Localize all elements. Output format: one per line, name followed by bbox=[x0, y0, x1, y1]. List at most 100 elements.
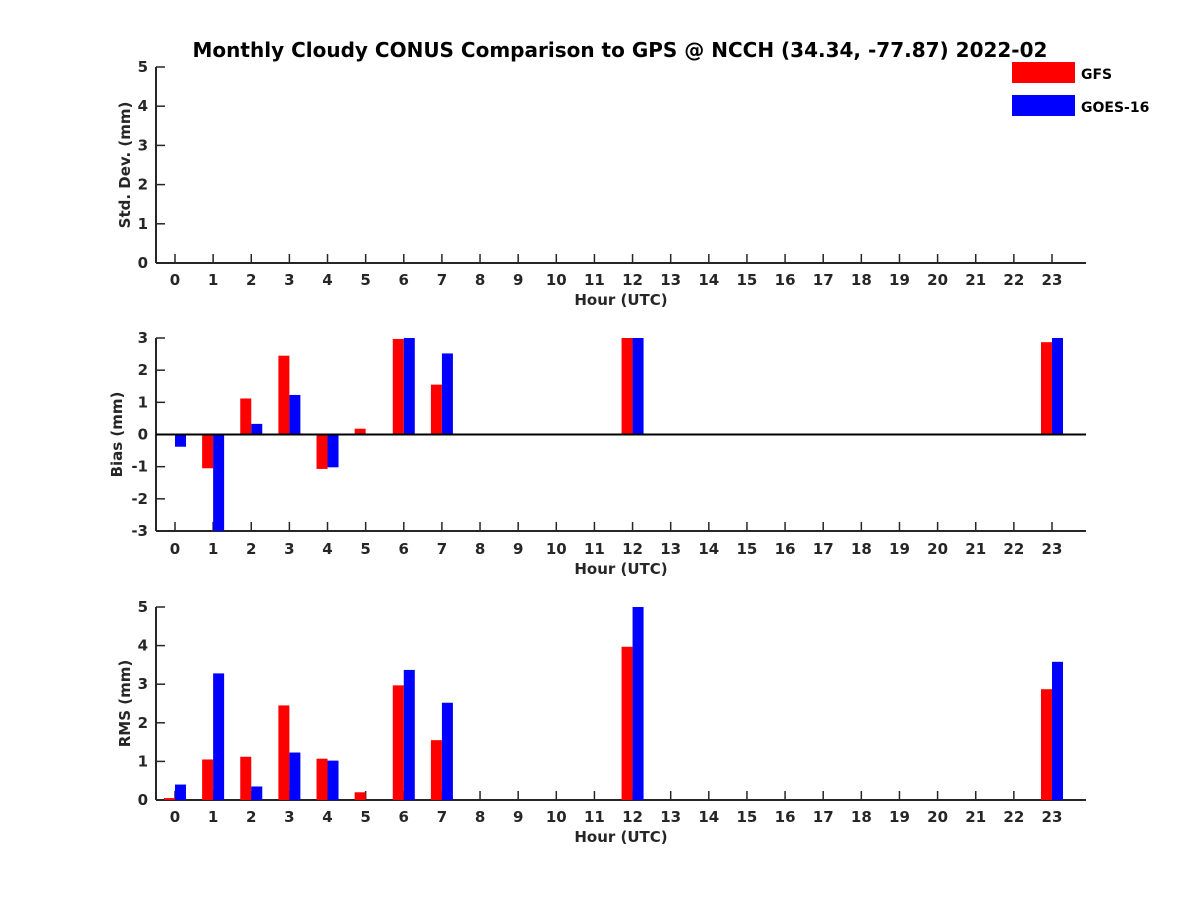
x-tick-label: 6 bbox=[399, 540, 409, 558]
bar-gfs-hour-5 bbox=[354, 792, 366, 800]
bar-goes16-hour-23 bbox=[1051, 661, 1063, 800]
x-tick-label: 15 bbox=[737, 540, 758, 558]
bar-gfs-hour-7 bbox=[430, 384, 442, 435]
x-tick-label: 22 bbox=[1003, 808, 1024, 826]
x-tick-label: 4 bbox=[322, 540, 332, 558]
x-tick-label: 15 bbox=[737, 271, 758, 289]
legend-swatch-goes16 bbox=[1012, 95, 1075, 116]
x-tick-label: 19 bbox=[889, 808, 910, 826]
x-tick-label: 16 bbox=[775, 271, 796, 289]
y-tick-label: 1 bbox=[138, 752, 148, 770]
x-tick-label: 23 bbox=[1042, 271, 1063, 289]
x-tick-label: 9 bbox=[513, 808, 523, 826]
bar-goes16-hour-0 bbox=[175, 784, 186, 800]
x-tick-label: 1 bbox=[208, 271, 218, 289]
bar-goes16-hour-4 bbox=[327, 434, 339, 468]
bar-goes16-hour-6 bbox=[403, 669, 415, 800]
bar-goes16-hour-12 bbox=[632, 607, 644, 800]
y-tick-label: 4 bbox=[138, 637, 148, 655]
bar-goes16-hour-3 bbox=[289, 394, 301, 435]
x-tick-label: 3 bbox=[284, 271, 294, 289]
y-tick-label: 4 bbox=[138, 97, 148, 115]
x-tick-label: 17 bbox=[813, 540, 834, 558]
x-tick-label: 21 bbox=[965, 271, 986, 289]
y-tick-label: 5 bbox=[138, 598, 148, 616]
x-tick-label: 7 bbox=[437, 271, 447, 289]
bar-goes16-hour-1 bbox=[213, 673, 225, 800]
x-tick-label: 18 bbox=[851, 808, 872, 826]
x-tick-label: 12 bbox=[622, 271, 643, 289]
y-axis-label: Bias (mm) bbox=[108, 392, 126, 478]
x-tick-label: 12 bbox=[622, 808, 643, 826]
x-tick-label: 20 bbox=[927, 808, 948, 826]
x-tick-label: 2 bbox=[246, 540, 256, 558]
x-tick-label: 14 bbox=[698, 540, 719, 558]
x-tick-label: 7 bbox=[437, 808, 447, 826]
x-tick-label: 18 bbox=[851, 271, 872, 289]
x-tick-label: 22 bbox=[1003, 271, 1024, 289]
x-tick-label: 13 bbox=[660, 808, 681, 826]
x-tick-label: 21 bbox=[965, 540, 986, 558]
bar-goes16-hour-7 bbox=[441, 353, 453, 435]
x-tick-label: 10 bbox=[546, 808, 567, 826]
bar-gfs-hour-2 bbox=[240, 398, 252, 435]
x-tick-label: 13 bbox=[660, 271, 681, 289]
bar-gfs-hour-2 bbox=[240, 756, 252, 800]
x-tick-label: 10 bbox=[546, 271, 567, 289]
x-tick-label: 2 bbox=[246, 271, 256, 289]
bar-gfs-hour-4 bbox=[316, 758, 328, 800]
bar-gfs-hour-7 bbox=[430, 740, 442, 800]
bar-goes16-hour-2 bbox=[251, 786, 263, 800]
x-tick-label: 15 bbox=[737, 808, 758, 826]
bar-goes16-hour-0 bbox=[175, 434, 186, 447]
x-tick-label: 20 bbox=[927, 540, 948, 558]
legend-label-gfs: GFS bbox=[1081, 67, 1112, 83]
x-tick-label: 0 bbox=[170, 271, 180, 289]
x-axis-label: Hour (UTC) bbox=[574, 560, 667, 578]
x-tick-label: 0 bbox=[170, 808, 180, 826]
bar-gfs-hour-5 bbox=[354, 428, 366, 435]
x-tick-label: 19 bbox=[889, 271, 910, 289]
y-tick-label: 2 bbox=[138, 361, 148, 379]
bar-gfs-hour-3 bbox=[278, 705, 290, 800]
legend-swatch-gfs bbox=[1012, 62, 1075, 83]
x-tick-label: 21 bbox=[965, 808, 986, 826]
y-tick-label: 5 bbox=[138, 58, 148, 76]
chart-title: Monthly Cloudy CONUS Comparison to GPS @… bbox=[193, 38, 1048, 62]
bar-gfs-hour-23 bbox=[1040, 342, 1052, 435]
x-tick-label: 9 bbox=[513, 271, 523, 289]
x-tick-label: 1 bbox=[208, 540, 218, 558]
x-tick-label: 17 bbox=[813, 271, 834, 289]
bar-goes16-hour-23 bbox=[1051, 338, 1063, 435]
y-tick-label: 3 bbox=[138, 329, 148, 347]
x-tick-label: 14 bbox=[698, 808, 719, 826]
y-tick-label: 0 bbox=[138, 254, 148, 272]
x-tick-label: 5 bbox=[360, 540, 370, 558]
y-tick-label: 2 bbox=[138, 714, 148, 732]
bar-goes16-hour-7 bbox=[441, 702, 453, 800]
x-tick-label: 3 bbox=[284, 540, 294, 558]
x-tick-label: 17 bbox=[813, 808, 834, 826]
bar-gfs-hour-6 bbox=[392, 685, 404, 800]
x-tick-label: 2 bbox=[246, 808, 256, 826]
x-tick-label: 8 bbox=[475, 540, 485, 558]
x-tick-label: 22 bbox=[1003, 540, 1024, 558]
x-tick-label: 18 bbox=[851, 540, 872, 558]
y-tick-label: 0 bbox=[138, 791, 148, 809]
x-tick-label: 13 bbox=[660, 540, 681, 558]
x-tick-label: 0 bbox=[170, 540, 180, 558]
legend: GFS GOES-16 bbox=[1012, 62, 1149, 116]
x-tick-label: 23 bbox=[1042, 808, 1063, 826]
x-tick-label: 4 bbox=[322, 271, 332, 289]
y-tick-label: -3 bbox=[131, 522, 148, 540]
x-tick-label: 10 bbox=[546, 540, 567, 558]
x-tick-label: 23 bbox=[1042, 540, 1063, 558]
x-tick-label: 5 bbox=[360, 271, 370, 289]
x-tick-label: 19 bbox=[889, 540, 910, 558]
x-tick-label: 8 bbox=[475, 808, 485, 826]
x-tick-label: 16 bbox=[775, 540, 796, 558]
x-tick-label: 3 bbox=[284, 808, 294, 826]
x-tick-label: 11 bbox=[584, 808, 605, 826]
